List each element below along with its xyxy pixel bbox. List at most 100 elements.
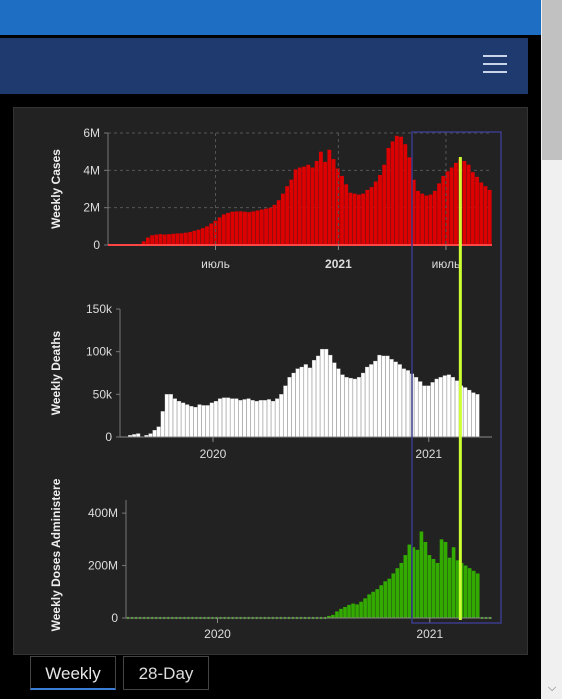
bar[interactable] [419,531,424,618]
bar[interactable] [189,406,194,438]
bar[interactable] [197,404,202,438]
bar[interactable] [463,387,468,438]
bar[interactable] [281,193,285,245]
bar[interactable] [310,167,315,245]
bar[interactable] [324,348,329,438]
bar[interactable] [258,400,263,438]
bar[interactable] [373,360,378,438]
bar[interactable] [467,568,472,618]
bar[interactable] [238,400,243,438]
bar[interactable] [148,433,153,438]
bar[interactable] [394,135,399,245]
bar[interactable] [205,405,210,438]
bar[interactable] [213,220,218,245]
bar[interactable] [289,179,294,245]
bar[interactable] [434,378,439,438]
bar[interactable] [238,211,243,245]
bar[interactable] [420,193,425,245]
bar[interactable] [449,167,454,245]
bar[interactable] [222,397,227,438]
bar[interactable] [361,193,366,245]
bar[interactable] [441,175,446,245]
bar[interactable] [351,603,355,618]
bar[interactable] [262,400,267,438]
bar[interactable] [471,392,476,438]
bar[interactable] [327,615,331,618]
bar[interactable] [251,211,256,245]
bar[interactable] [177,401,182,438]
bar[interactable] [423,541,428,618]
bar[interactable] [406,370,410,438]
bar[interactable] [295,368,300,438]
bar[interactable] [183,232,188,245]
bar[interactable] [175,233,180,245]
bar[interactable] [185,404,190,438]
bar[interactable] [378,175,382,245]
bar[interactable] [297,167,302,245]
bar[interactable] [483,186,488,245]
bar[interactable] [141,241,146,245]
bar[interactable] [424,195,429,245]
bar[interactable] [450,377,455,438]
bar[interactable] [339,608,343,618]
bar[interactable] [247,212,252,245]
bar[interactable] [365,366,370,438]
bar[interactable] [431,559,436,618]
bar[interactable] [386,147,391,245]
bar[interactable] [377,354,382,438]
bar[interactable] [154,234,159,245]
tab-28-day[interactable]: 28-Day [123,656,209,690]
bar[interactable] [303,364,308,438]
bar[interactable] [335,168,340,245]
bar[interactable] [407,544,412,618]
bar[interactable] [250,400,255,438]
bar[interactable] [306,164,311,245]
bar[interactable] [271,401,276,438]
bar[interactable] [375,589,379,618]
bar[interactable] [463,565,468,618]
bar[interactable] [331,159,336,245]
scroll-down-arrow-icon[interactable]: ⌵ [547,682,557,694]
bar[interactable] [255,210,260,245]
bar[interactable] [268,207,273,245]
bar[interactable] [381,355,386,438]
bar[interactable] [355,604,359,618]
bar[interactable] [209,223,214,245]
bar[interactable] [411,179,416,245]
bar[interactable] [475,573,480,618]
bar[interactable] [439,539,444,618]
bar[interactable] [264,208,268,245]
bar[interactable] [438,377,443,438]
bar[interactable] [479,182,484,245]
bar[interactable] [371,591,375,618]
bar[interactable] [226,397,231,438]
bar[interactable] [136,433,141,438]
bar[interactable] [267,399,272,438]
bar[interactable] [299,366,304,438]
bar[interactable] [171,233,176,245]
bar[interactable] [446,374,451,438]
bar[interactable] [442,375,447,438]
bar[interactable] [285,186,290,245]
bar[interactable] [311,360,316,438]
bar[interactable] [369,187,374,245]
bar[interactable] [327,149,332,245]
bar[interactable] [471,570,476,618]
bar[interactable] [455,380,460,438]
bar[interactable] [193,406,198,438]
bar[interactable] [150,235,155,245]
bar[interactable] [415,549,420,618]
bar[interactable] [226,212,230,245]
bar[interactable] [254,401,259,438]
bar[interactable] [365,189,370,245]
bar[interactable] [356,377,361,438]
bar[interactable] [399,562,404,618]
bar[interactable] [160,411,165,438]
bar[interactable] [422,385,427,438]
bar[interactable] [367,594,371,618]
bar[interactable] [437,183,441,245]
bar[interactable] [335,611,339,618]
bar[interactable] [445,171,450,245]
bar[interactable] [230,398,235,438]
bar[interactable] [279,394,284,438]
